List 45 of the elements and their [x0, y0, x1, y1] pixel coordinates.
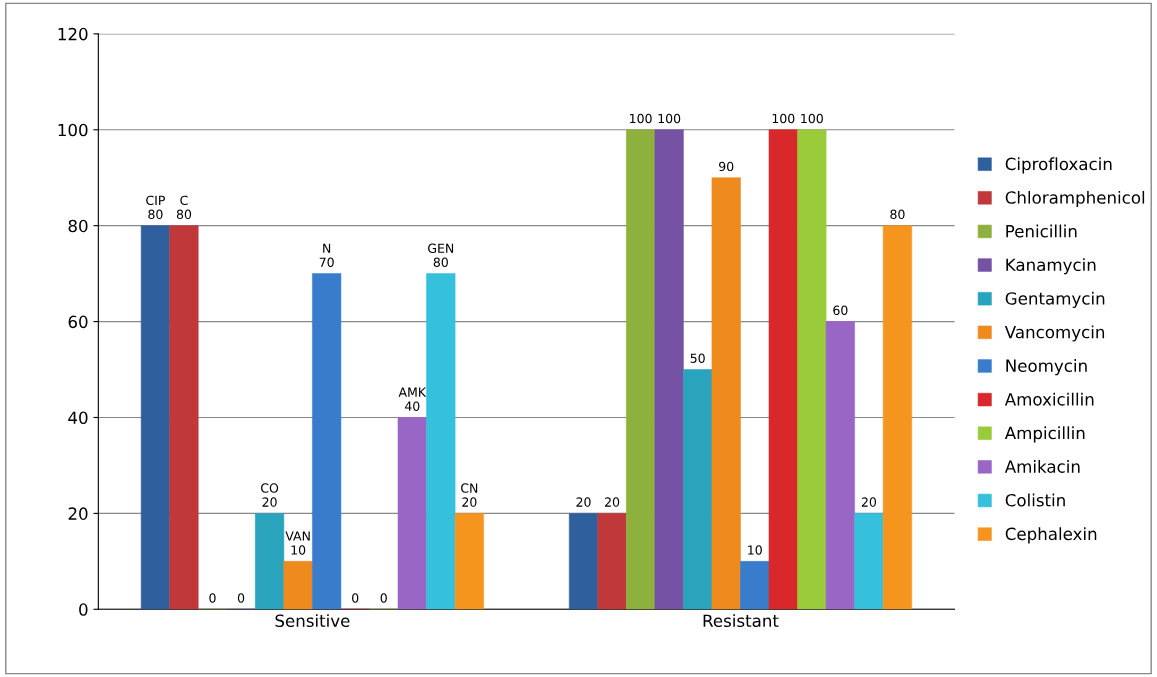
data-label: AMK 40 [398, 387, 427, 411]
data-label: CN 20 [461, 483, 478, 507]
data-label: 60 [833, 305, 848, 315]
y-tick-label: 120 [58, 27, 88, 41]
legend-label: Chloramphenicol [1005, 190, 1145, 208]
data-label: 100 [630, 113, 652, 124]
x-tick-label: Resistant [703, 614, 779, 628]
data-label: 100 [772, 113, 795, 124]
legend-label: Ciprofloxacin [1005, 157, 1112, 174]
data-label: 20 [861, 497, 877, 507]
legend-label: Cephalexin [1005, 527, 1097, 544]
data-label: 100 [658, 113, 681, 124]
data-label: C 80 [176, 195, 192, 220]
y-tick-label: 0 [79, 603, 88, 616]
y-tick-label: 60 [68, 315, 88, 329]
y-tick-label: 100 [58, 123, 88, 137]
legend-label: Neomycin [1006, 359, 1087, 376]
data-label: 50 [690, 353, 705, 363]
data-label: 100 [801, 113, 823, 124]
legend-label: Gentamycin [1005, 291, 1105, 308]
legend-label: Vancomycin [1004, 325, 1105, 342]
data-label: CO 20 [261, 483, 279, 507]
data-label: N 70 [319, 243, 334, 268]
y-tick-label: 80 [68, 219, 88, 233]
y-tick-label: 40 [68, 411, 88, 425]
x-tick-label: Sensitive [275, 614, 350, 628]
data-label: VAN 10 [285, 531, 310, 555]
legend-label: Kanamycin [1006, 258, 1096, 275]
data-label: 90 [719, 161, 734, 172]
legend-label: Penicillin [1006, 224, 1077, 238]
data-label: 0 [209, 593, 216, 603]
data-label: CIP 80 [146, 195, 165, 220]
legend-label: Colistin [1005, 493, 1065, 507]
data-label: 0 [380, 593, 387, 603]
legend-label: Amikacin [1004, 459, 1080, 473]
y-tick-label: 20 [68, 507, 88, 520]
data-label: 10 [748, 545, 762, 555]
legend-label: Ampicillin [1004, 426, 1085, 443]
data-label: 20 [605, 497, 620, 507]
legend-label: Amoxicillin [1004, 392, 1094, 406]
data-label: 20 [576, 497, 591, 507]
data-label: 0 [237, 593, 245, 603]
data-label: GEN 80 [428, 243, 454, 268]
data-label: 0 [352, 593, 359, 603]
data-label: 80 [890, 209, 905, 220]
